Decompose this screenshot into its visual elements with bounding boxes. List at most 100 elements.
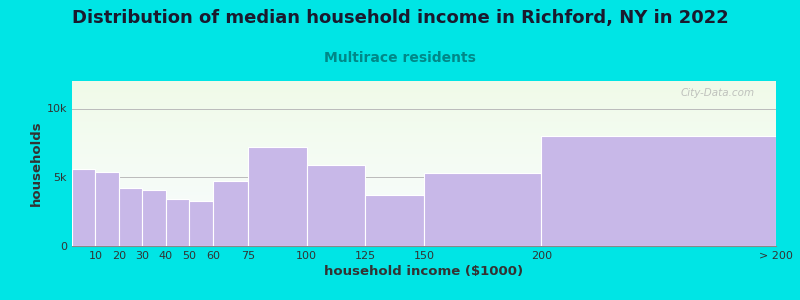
Bar xyxy=(72,234,776,235)
Bar xyxy=(72,95,776,96)
Bar xyxy=(72,162,776,163)
Bar xyxy=(72,214,776,215)
Bar xyxy=(72,136,776,137)
Bar xyxy=(72,172,776,173)
Bar xyxy=(72,115,776,116)
Bar xyxy=(72,87,776,88)
Bar xyxy=(72,146,776,147)
Bar xyxy=(72,85,776,86)
Bar xyxy=(72,155,776,156)
Bar xyxy=(72,103,776,104)
Bar xyxy=(72,195,776,196)
Bar xyxy=(72,199,776,200)
Bar xyxy=(72,96,776,97)
Bar xyxy=(72,107,776,108)
Bar xyxy=(72,235,776,236)
Bar xyxy=(72,135,776,136)
Bar xyxy=(72,211,776,212)
Bar xyxy=(72,137,776,138)
Bar xyxy=(72,194,776,195)
Bar xyxy=(72,134,776,135)
Bar xyxy=(190,201,213,246)
Bar xyxy=(72,241,776,242)
Bar xyxy=(72,127,776,128)
Bar xyxy=(72,221,776,222)
Bar xyxy=(72,230,776,231)
Bar xyxy=(72,215,776,216)
Bar xyxy=(72,229,776,230)
Bar xyxy=(72,201,776,202)
Bar xyxy=(72,216,776,217)
Bar xyxy=(72,117,776,118)
Bar xyxy=(72,140,776,141)
Bar xyxy=(72,124,776,125)
Bar xyxy=(72,191,776,192)
Bar xyxy=(72,208,776,209)
Bar xyxy=(72,218,776,219)
Bar xyxy=(72,84,776,85)
Bar xyxy=(72,220,776,221)
Bar xyxy=(72,167,776,168)
Bar xyxy=(72,104,776,105)
Bar xyxy=(72,149,776,150)
Bar xyxy=(72,183,776,184)
Bar xyxy=(72,238,776,239)
Bar xyxy=(72,98,776,99)
Bar xyxy=(119,188,142,246)
Bar xyxy=(72,111,776,112)
Bar xyxy=(72,203,776,204)
Bar xyxy=(72,223,776,224)
Bar xyxy=(72,130,776,131)
Bar xyxy=(72,231,776,232)
Bar xyxy=(72,217,776,218)
Bar xyxy=(72,156,776,157)
Bar xyxy=(72,173,776,174)
Bar xyxy=(72,88,776,89)
Bar xyxy=(72,213,776,214)
Bar xyxy=(72,175,776,176)
Bar xyxy=(72,224,776,225)
Bar xyxy=(72,240,776,241)
Bar xyxy=(72,121,776,122)
Bar xyxy=(72,114,776,115)
Bar xyxy=(72,197,776,198)
Bar xyxy=(72,219,776,220)
Bar xyxy=(72,145,776,146)
Bar xyxy=(72,185,776,186)
Bar xyxy=(72,232,776,233)
Bar xyxy=(72,169,95,246)
Bar xyxy=(72,191,776,192)
Bar xyxy=(72,86,776,87)
Bar xyxy=(72,93,776,94)
Bar xyxy=(166,199,190,246)
Bar xyxy=(72,198,776,199)
Bar xyxy=(72,193,776,194)
Bar xyxy=(72,171,776,172)
Bar xyxy=(72,89,776,90)
Bar xyxy=(72,238,776,239)
Bar xyxy=(72,233,776,234)
Bar xyxy=(72,206,776,207)
Bar xyxy=(72,209,776,210)
Text: Multirace residents: Multirace residents xyxy=(324,51,476,65)
Bar xyxy=(72,138,776,139)
Bar xyxy=(72,176,776,177)
Bar xyxy=(72,152,776,153)
Bar xyxy=(72,227,776,228)
Bar xyxy=(72,187,776,188)
Bar xyxy=(72,186,776,187)
Bar xyxy=(72,142,776,143)
Bar xyxy=(142,190,166,246)
Bar xyxy=(248,147,306,246)
Bar xyxy=(72,163,776,164)
Bar xyxy=(72,212,776,213)
Bar xyxy=(72,113,776,114)
Bar xyxy=(72,101,776,102)
Bar xyxy=(72,123,776,124)
Bar xyxy=(72,237,776,238)
Bar xyxy=(72,179,776,180)
Bar xyxy=(72,182,776,183)
X-axis label: household income ($1000): household income ($1000) xyxy=(325,265,523,278)
Bar xyxy=(72,196,776,197)
Bar xyxy=(72,169,776,170)
